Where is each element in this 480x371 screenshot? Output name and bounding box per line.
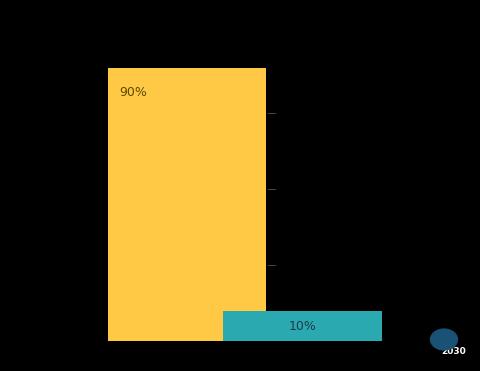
Text: 2030: 2030	[441, 347, 466, 356]
Text: 90%: 90%	[120, 86, 147, 99]
Bar	[223, 311, 382, 341]
Text: 10%: 10%	[288, 319, 316, 333]
Bar	[108, 68, 266, 341]
